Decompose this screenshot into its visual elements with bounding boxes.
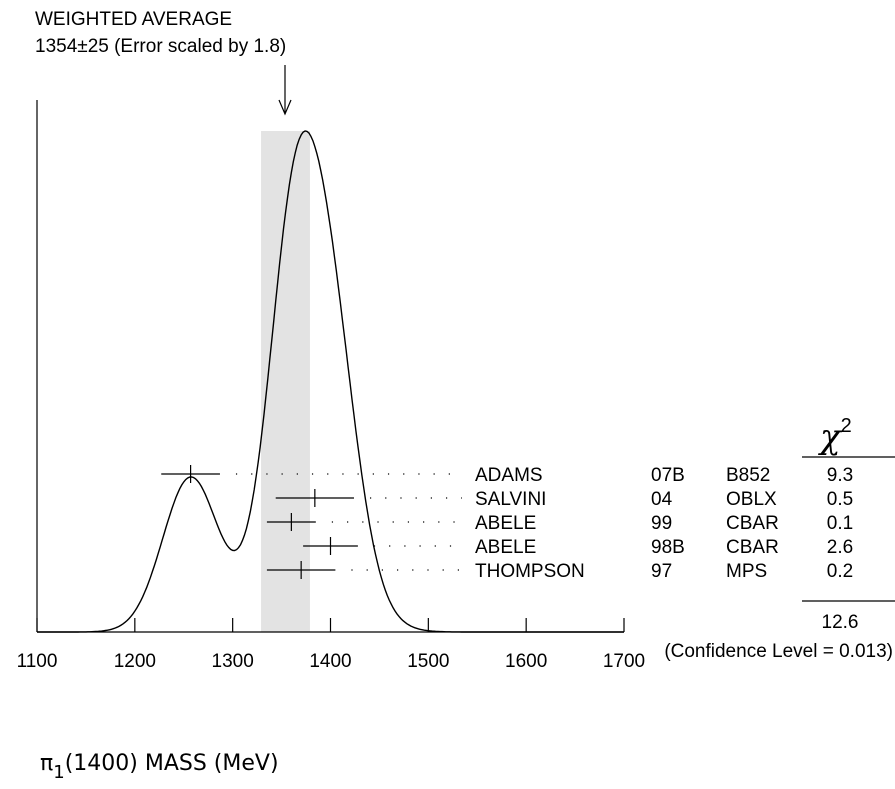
chi2-symbol: χ — [818, 417, 843, 457]
measurement-experiment: B852 — [726, 465, 770, 486]
measurement-row: ABELE 98B CBAR 2.6 — [303, 537, 853, 558]
measurement-year: 97 — [651, 561, 672, 582]
x-tick-label: 1600 — [505, 651, 547, 672]
measurement-row: THOMPSON 97 MPS 0.2 — [266, 561, 853, 582]
measurement-author: ABELE — [475, 537, 536, 558]
weighted-average-title: WEIGHTED AVERAGE — [35, 9, 232, 30]
x-axis-title-prefix: π — [40, 751, 53, 776]
measurement-chi2: 9.3 — [827, 465, 853, 486]
weighted-average-value: 1354±25 (Error scaled by 1.8) — [35, 36, 286, 57]
chi2-superscript: 2 — [841, 415, 852, 437]
measurements: ADAMS 07B B852 9.3 SALVINI 04 OBLX 0.5 ABELE 99 CB… — [161, 465, 853, 582]
measurement-row: ADAMS 07B B852 9.3 — [161, 465, 853, 486]
measurement-author: ADAMS — [475, 465, 543, 486]
measurement-row: SALVINI 04 OBLX 0.5 — [275, 489, 853, 510]
measurement-author: ABELE — [475, 513, 536, 534]
measurement-chi2: 0.1 — [827, 513, 853, 534]
measurement-experiment: CBAR — [726, 513, 779, 534]
x-tick-label: 1100 — [17, 651, 58, 672]
measurement-experiment: MPS — [726, 561, 767, 582]
measurement-chi2: 0.5 — [827, 489, 853, 510]
x-tick-label: 1400 — [309, 651, 351, 672]
measurement-author: SALVINI — [475, 489, 546, 510]
x-axis-title-sub: 1 — [53, 762, 64, 783]
measurement-author: THOMPSON — [475, 561, 585, 582]
chi2-header: χ2 — [818, 415, 852, 457]
measurement-year: 99 — [651, 513, 672, 534]
measurement-year: 98B — [651, 537, 685, 558]
x-tick-label: 1500 — [407, 651, 449, 672]
measurement-row: ABELE 99 CBAR 0.1 — [266, 513, 853, 534]
measurement-year: 07B — [651, 465, 685, 486]
x-axis-ticks — [36, 618, 625, 632]
chi2-total: 12.6 — [822, 612, 859, 633]
measurement-experiment: OBLX — [726, 489, 777, 510]
x-tick-label: 1300 — [212, 651, 254, 672]
confidence-level: (Confidence Level = 0.013) — [664, 641, 893, 662]
x-axis-tick-labels: 1100 1200 1300 1400 1500 1600 1700 — [17, 651, 646, 672]
x-axis-title-rest: (1400) MASS (MeV) — [65, 751, 279, 776]
weighted-average-band — [261, 131, 310, 632]
weighted-average-arrow — [278, 65, 292, 116]
measurement-year: 04 — [651, 489, 673, 510]
x-axis-title: π1(1400) MASS (MeV) — [40, 751, 279, 783]
x-tick-label: 1200 — [114, 651, 156, 672]
arrow-head — [278, 99, 292, 116]
measurement-experiment: CBAR — [726, 537, 779, 558]
x-tick-label: 1700 — [603, 651, 645, 672]
measurement-chi2: 0.2 — [827, 561, 853, 582]
measurement-chi2: 2.6 — [827, 537, 853, 558]
